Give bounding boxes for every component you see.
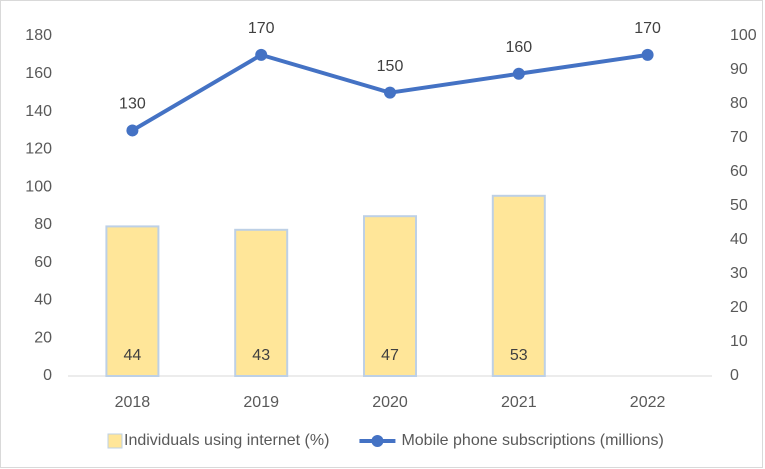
line-value-label: 130 xyxy=(119,96,146,113)
y2-tick-label: 70 xyxy=(730,129,748,146)
legend-marker xyxy=(371,435,384,447)
y-tick-label: 140 xyxy=(25,103,52,120)
legend-label: Mobile phone subscriptions (millions) xyxy=(401,432,663,449)
bar xyxy=(491,194,546,377)
line-marker xyxy=(512,67,525,80)
y-tick-label: 60 xyxy=(34,254,52,271)
line-marker xyxy=(641,48,654,61)
line-marker xyxy=(126,124,139,137)
y-tick-label: 80 xyxy=(34,216,52,233)
legend-swatch xyxy=(107,433,123,449)
y-tick-label: 20 xyxy=(34,329,52,346)
line-marker xyxy=(384,86,396,99)
bar xyxy=(234,228,289,377)
y2-tick-label: 100 xyxy=(730,27,757,44)
y2-tick-label: 30 xyxy=(730,265,748,282)
x-tick-label: 2018 xyxy=(115,394,151,411)
line-value-label: 170 xyxy=(248,20,275,37)
y2-tick-label: 80 xyxy=(730,95,748,112)
x-tick-label: 2019 xyxy=(243,394,279,411)
y2-tick-label: 10 xyxy=(730,333,748,350)
y-tick-label: 0 xyxy=(43,367,52,384)
y-tick-label: 160 xyxy=(25,65,52,82)
bar-value-label: 44 xyxy=(124,347,142,364)
y2-tick-label: 40 xyxy=(730,231,748,248)
legend-label: Individuals using internet (%) xyxy=(124,432,329,449)
y-tick-label: 100 xyxy=(25,178,52,195)
x-tick-label: 2021 xyxy=(501,394,537,411)
bar xyxy=(363,215,417,377)
y-tick-label: 180 xyxy=(25,27,52,44)
x-tick-label: 2020 xyxy=(372,394,408,411)
y2-tick-label: 90 xyxy=(730,61,748,78)
y2-tick-label: 50 xyxy=(730,197,748,214)
y2-tick-label: 20 xyxy=(730,299,748,316)
bar-value-label: 47 xyxy=(381,347,399,364)
line-value-label: 160 xyxy=(505,39,532,56)
bar-value-label: 53 xyxy=(510,347,528,364)
y-tick-label: 120 xyxy=(25,141,52,158)
y2-tick-label: 60 xyxy=(730,163,748,180)
y-tick-label: 40 xyxy=(34,292,52,309)
y2-tick-label: 0 xyxy=(730,367,739,384)
bar-value-label: 43 xyxy=(252,347,270,364)
bar xyxy=(105,225,160,377)
x-tick-label: 2022 xyxy=(630,394,666,411)
line-value-label: 170 xyxy=(634,20,661,37)
line-value-label: 150 xyxy=(377,58,404,75)
line-marker xyxy=(255,48,268,61)
